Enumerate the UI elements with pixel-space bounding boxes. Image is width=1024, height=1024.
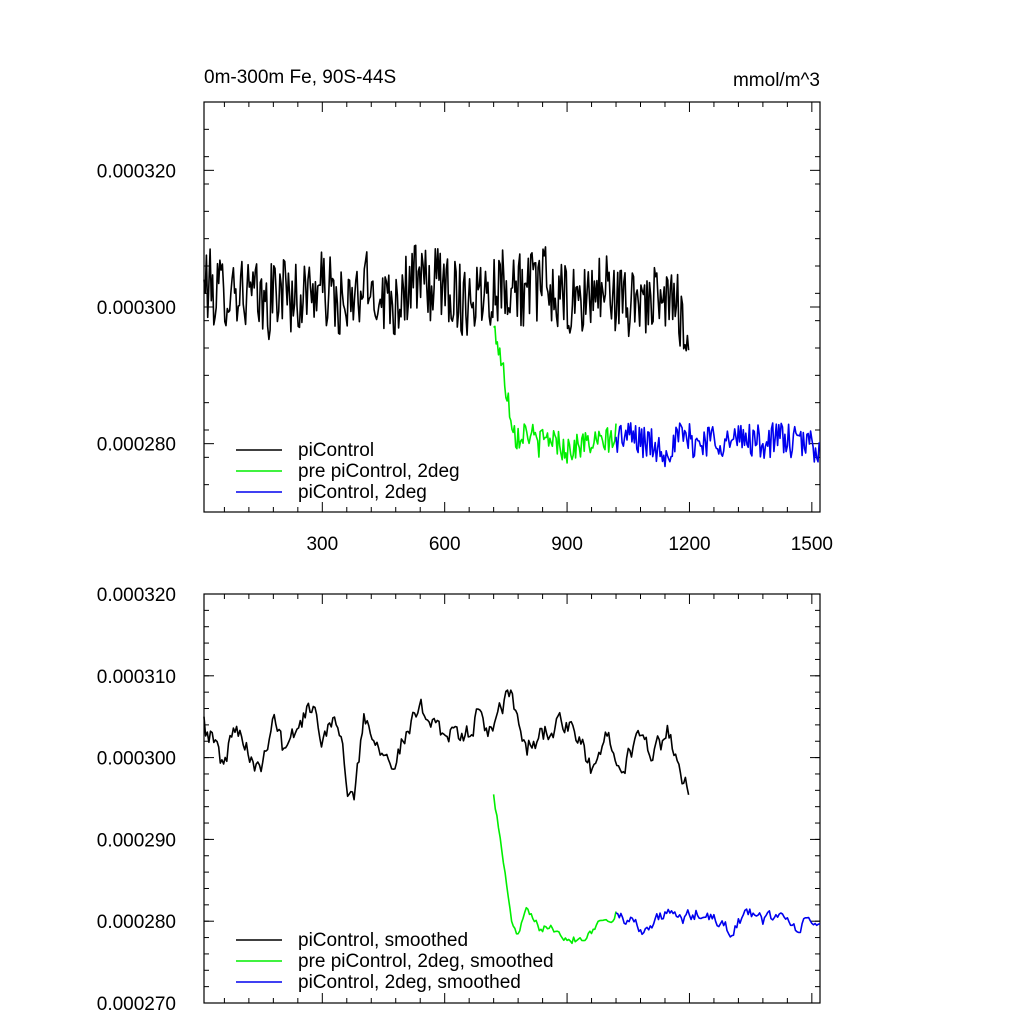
series-line [492,794,617,945]
y-tick-label: 0.000280 [97,912,176,933]
units-label: mmol/m^3 [733,70,820,91]
x-tick-label: 1200 [668,534,710,555]
y-tick-label: 0.000320 [97,161,176,182]
y-tick-label: 0.000280 [97,435,176,456]
legend-label: piControl, 2deg, smoothed [298,972,521,993]
series-line [203,689,690,801]
bottom-panel: 0.000270 0.000280 0.000290 0.000300 0.000310… [97,585,821,1015]
x-tick-label: 600 [429,534,461,555]
plot-frame [203,593,821,1004]
x-tick-label: 900 [551,534,583,555]
x-tick-label: 300 [306,534,338,555]
legend-label: pre piControl, 2deg [298,461,460,482]
y-tick-label: 0.000310 [97,667,176,688]
chart-title: 0m-300m Fe, 90S-44S [204,67,396,88]
y-tick-label: 0.000300 [97,298,176,319]
y-tick-label: 0.000290 [97,830,176,851]
y-tick-label: 0.000270 [97,994,176,1015]
legend-label: piControl, 2deg [298,482,427,503]
legend-label: piControl [298,440,374,461]
series-line [615,908,821,938]
top-panel: 300 600 900 1200 1500 0.000280 0.000300 0.00032… [97,101,833,555]
legend-label: piControl, smoothed [298,930,468,951]
legend-label: pre piControl, 2deg, smoothed [298,951,554,972]
series-line [493,325,617,464]
series-line [615,422,820,468]
x-tick-label: 1500 [791,534,833,555]
y-tick-label: 0.000300 [97,749,176,770]
series-line [203,244,690,352]
y-tick-label: 0.000320 [97,585,176,606]
